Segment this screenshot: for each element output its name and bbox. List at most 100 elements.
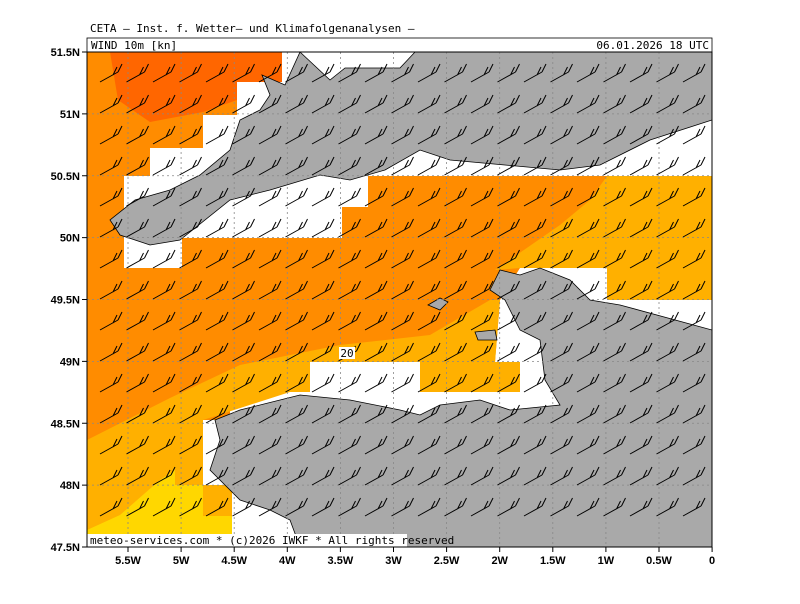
wind-barb <box>470 156 494 176</box>
wind-barb <box>550 435 573 455</box>
wind-barb <box>417 342 441 362</box>
wind-barb <box>656 466 679 486</box>
wind-barb <box>258 311 282 331</box>
wind-barb <box>444 94 467 114</box>
x-tick-label: 4.5W <box>221 555 247 567</box>
x-tick-label: 2W <box>491 555 508 567</box>
wind-barb <box>126 497 149 517</box>
wind-barb <box>99 280 123 300</box>
wind-barb <box>285 125 308 145</box>
wind-barb <box>391 311 414 331</box>
wind-barb <box>603 280 626 300</box>
wind-barb <box>576 373 600 393</box>
wind-barb <box>497 404 520 424</box>
wind-barb <box>603 125 626 145</box>
wind-barb <box>311 94 335 114</box>
wind-barb <box>523 187 547 207</box>
wind-barb <box>285 404 308 424</box>
wind-barb <box>311 218 335 238</box>
wind-barb <box>99 94 123 114</box>
y-tick-label: 48N <box>60 480 80 492</box>
axes: 5.5W 5W 4.5W 4W 3.5W 3W 2.5W 2W 1.5W 1W 0.5W 0 51.5N… <box>51 47 716 567</box>
wind-barb <box>497 249 520 269</box>
wind-barb <box>364 94 388 114</box>
wind-barb <box>523 342 547 362</box>
wind-barb <box>338 94 361 114</box>
wind-barb <box>629 249 653 269</box>
wind-barb <box>232 497 255 517</box>
wind-barb <box>444 280 467 300</box>
wind-barb <box>338 218 361 238</box>
wind-barb <box>258 187 282 207</box>
wind-barb <box>285 156 308 176</box>
wind-barb <box>470 249 494 269</box>
wind-barb <box>311 249 335 269</box>
wind-barb <box>232 156 255 176</box>
wind-barb <box>682 497 706 517</box>
wind-barb <box>391 497 414 517</box>
wind-barb <box>576 125 600 145</box>
wind-barb <box>497 125 520 145</box>
wind-barb <box>656 497 679 517</box>
wind-barb <box>682 373 706 393</box>
wind-barb <box>285 373 308 393</box>
wind-barb <box>523 435 547 455</box>
wind-barb <box>232 249 255 269</box>
wind-barb <box>205 94 229 114</box>
wind-barb <box>232 280 255 300</box>
wind-barb <box>497 94 520 114</box>
wind-barb <box>99 497 123 517</box>
wind-barb <box>629 311 653 331</box>
wind-barb <box>550 497 573 517</box>
y-tick-label: 48.5N <box>51 418 80 430</box>
wind-barb <box>550 342 573 362</box>
wind-barb <box>550 373 573 393</box>
wind-barb <box>444 435 467 455</box>
wind-barb <box>258 63 282 83</box>
wind-barb <box>550 218 573 238</box>
wind-barb <box>497 435 520 455</box>
wind-barb <box>391 63 414 83</box>
wind-barb <box>126 94 149 114</box>
wind-barb <box>550 404 573 424</box>
wind-barbs <box>99 63 706 517</box>
wind-barb <box>285 280 308 300</box>
wind-barb <box>417 311 441 331</box>
wind-barb <box>629 218 653 238</box>
wind-barb <box>656 373 679 393</box>
wind-barb <box>99 404 123 424</box>
wind-barb <box>258 373 282 393</box>
wind-barb <box>311 187 335 207</box>
wind-barb <box>523 373 547 393</box>
wind-barb <box>656 63 679 83</box>
y-tick-label: 49N <box>60 356 80 368</box>
wind-barb <box>285 342 308 362</box>
wind-barb <box>258 218 282 238</box>
wind-barb <box>603 94 626 114</box>
wind-barb <box>179 125 202 145</box>
wind-barb <box>656 125 679 145</box>
wind-barb <box>364 404 388 424</box>
wind-barb <box>629 342 653 362</box>
wind-barb <box>444 249 467 269</box>
wind-barb <box>550 125 573 145</box>
wind-barb <box>444 373 467 393</box>
wind-barb <box>550 187 573 207</box>
wind-barb <box>656 249 679 269</box>
wind-barb <box>656 311 679 331</box>
wind-barb <box>205 404 229 424</box>
wind-barb <box>364 435 388 455</box>
wind-barb <box>417 125 441 145</box>
wind-barb <box>311 342 335 362</box>
wind-barb <box>311 63 335 83</box>
wind-barb <box>285 497 308 517</box>
wind-barb <box>550 466 573 486</box>
wind-barb <box>179 94 202 114</box>
wind-barb <box>338 125 361 145</box>
wind-barb <box>205 435 229 455</box>
wind-barb <box>629 466 653 486</box>
title: CETA – Inst. f. Wetter– und Klimafolgena… <box>90 22 415 35</box>
wind-barb <box>550 63 573 83</box>
wind-barb <box>205 373 229 393</box>
